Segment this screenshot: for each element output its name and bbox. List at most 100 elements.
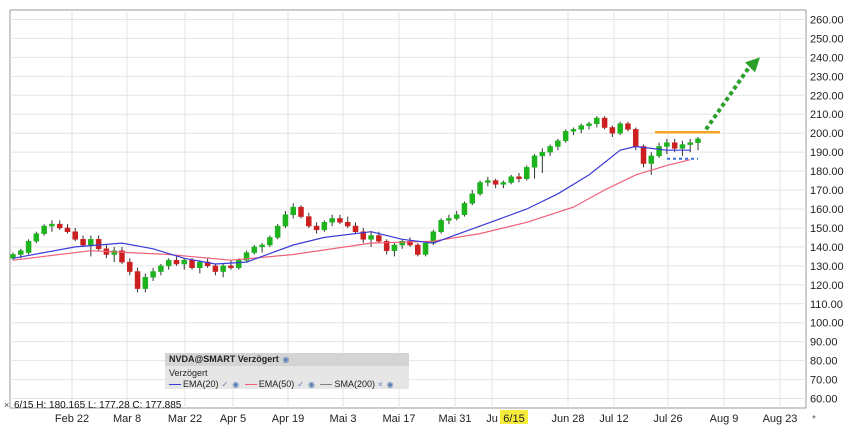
close-icon[interactable]: × — [377, 380, 383, 389]
legend-ema50-label: EMA(50) — [258, 379, 295, 389]
y-tick-label: 260.00 — [810, 14, 844, 26]
x-tick-label: Aug 23 — [763, 413, 798, 425]
candle-body — [391, 244, 398, 251]
x-tick-label: 6/15 — [503, 413, 524, 425]
legend-ema50[interactable]: EMA(50) — [244, 379, 295, 389]
legend-ema20-label: EMA(20) — [183, 379, 219, 389]
candle-body — [516, 176, 522, 179]
candle-body — [508, 176, 514, 183]
candle-body — [235, 259, 242, 269]
candle-body — [329, 218, 335, 223]
settings-icon[interactable]: ◉ — [307, 380, 315, 389]
candle-body — [383, 240, 390, 251]
candle-body — [25, 240, 32, 253]
candle-body — [80, 239, 86, 246]
candle-body — [313, 225, 320, 231]
candle-body — [500, 182, 507, 185]
candle-body — [399, 240, 405, 246]
candle-body — [243, 252, 250, 261]
candle-body — [524, 167, 530, 179]
candle-body — [282, 214, 289, 227]
x-tick-label: Apr 19 — [272, 413, 304, 425]
legend-sma200-label: SMA(200) — [334, 379, 375, 389]
candle-body — [632, 129, 639, 147]
candle-body — [586, 123, 592, 126]
candle-body — [648, 155, 655, 164]
y-tick-label: 190.00 — [810, 147, 844, 159]
candle-body — [360, 231, 367, 240]
y-tick-label: 90.00 — [810, 337, 838, 349]
x-tick-label: Jul 26 — [653, 413, 682, 425]
candle-body — [33, 233, 40, 242]
y-tick-label: 200.00 — [810, 128, 844, 140]
candle-body — [461, 203, 468, 215]
candle-body — [173, 259, 180, 265]
y-tick-label: 60.00 — [810, 394, 838, 406]
candle-body — [687, 142, 693, 145]
candle-body — [492, 180, 499, 185]
x-tick-label: Mar 8 — [113, 413, 141, 425]
candle-body — [127, 261, 133, 272]
legend-panel: NVDA@SMART Verzögert ◉ Verzögert EMA(20)… — [165, 353, 409, 389]
candle-body — [306, 216, 312, 227]
candle-body — [422, 242, 429, 255]
candle-body — [72, 231, 79, 240]
candle-body — [189, 259, 195, 269]
y-tick-label: 220.00 — [810, 90, 844, 102]
x-axis-more-icon: * — [812, 414, 816, 425]
candle-body — [64, 227, 71, 232]
edit-icon[interactable]: ✓ — [221, 380, 229, 389]
candle-body — [267, 237, 273, 246]
y-tick-label: 180.00 — [810, 166, 844, 178]
candle-body — [446, 218, 452, 221]
legend-ema20[interactable]: EMA(20) — [169, 379, 219, 389]
candle-body — [352, 225, 359, 232]
candle-body — [197, 261, 203, 269]
candle-body — [56, 223, 63, 229]
candle-body — [165, 259, 172, 267]
candle-body — [41, 225, 47, 234]
candle-body — [415, 244, 421, 255]
candle-body — [453, 214, 460, 219]
y-tick-label: 120.00 — [810, 280, 844, 292]
candle-body — [95, 239, 102, 250]
candle-body — [625, 123, 631, 130]
candle-body — [562, 131, 569, 142]
legend-subtitle: Verzögert — [169, 368, 208, 378]
candle-body — [158, 265, 164, 272]
candle-body — [407, 240, 413, 246]
y-tick-label: 250.00 — [810, 33, 844, 45]
candle-body — [609, 127, 616, 134]
candle-body — [337, 218, 343, 223]
x-tick-label: Jul 12 — [599, 413, 628, 425]
y-tick-label: 230.00 — [810, 71, 844, 83]
candle-body — [181, 259, 187, 265]
candle-body — [49, 223, 55, 227]
y-tick-label: 170.00 — [810, 185, 844, 197]
close-icon[interactable]: × — [4, 400, 10, 410]
candle-body — [259, 244, 265, 248]
candle-body — [601, 117, 608, 128]
candle-body — [671, 142, 678, 149]
breakout-arrow-head — [745, 57, 760, 73]
candle-body — [18, 250, 24, 255]
settings-icon[interactable]: ◉ — [232, 380, 240, 389]
candle-body — [111, 250, 117, 255]
settings-icon[interactable]: ◉ — [386, 380, 394, 389]
candle-body — [695, 138, 701, 143]
settings-icon[interactable]: ◉ — [282, 355, 290, 364]
y-tick-label: 110.00 — [810, 299, 843, 311]
ema20-line — [12, 145, 691, 265]
legend-sma200-swatch — [320, 384, 333, 386]
x-tick-label: Jun 28 — [551, 413, 584, 425]
legend-sma200[interactable]: SMA(200) — [320, 379, 375, 389]
x-tick-label: Apr 5 — [220, 413, 246, 425]
candle-body — [220, 265, 226, 272]
candle-body — [344, 222, 351, 227]
candle-body — [438, 220, 444, 232]
symbol-label: NVDA@SMART Verzögert — [169, 354, 279, 364]
edit-icon[interactable]: ✓ — [297, 380, 304, 389]
candle-body — [469, 193, 476, 204]
